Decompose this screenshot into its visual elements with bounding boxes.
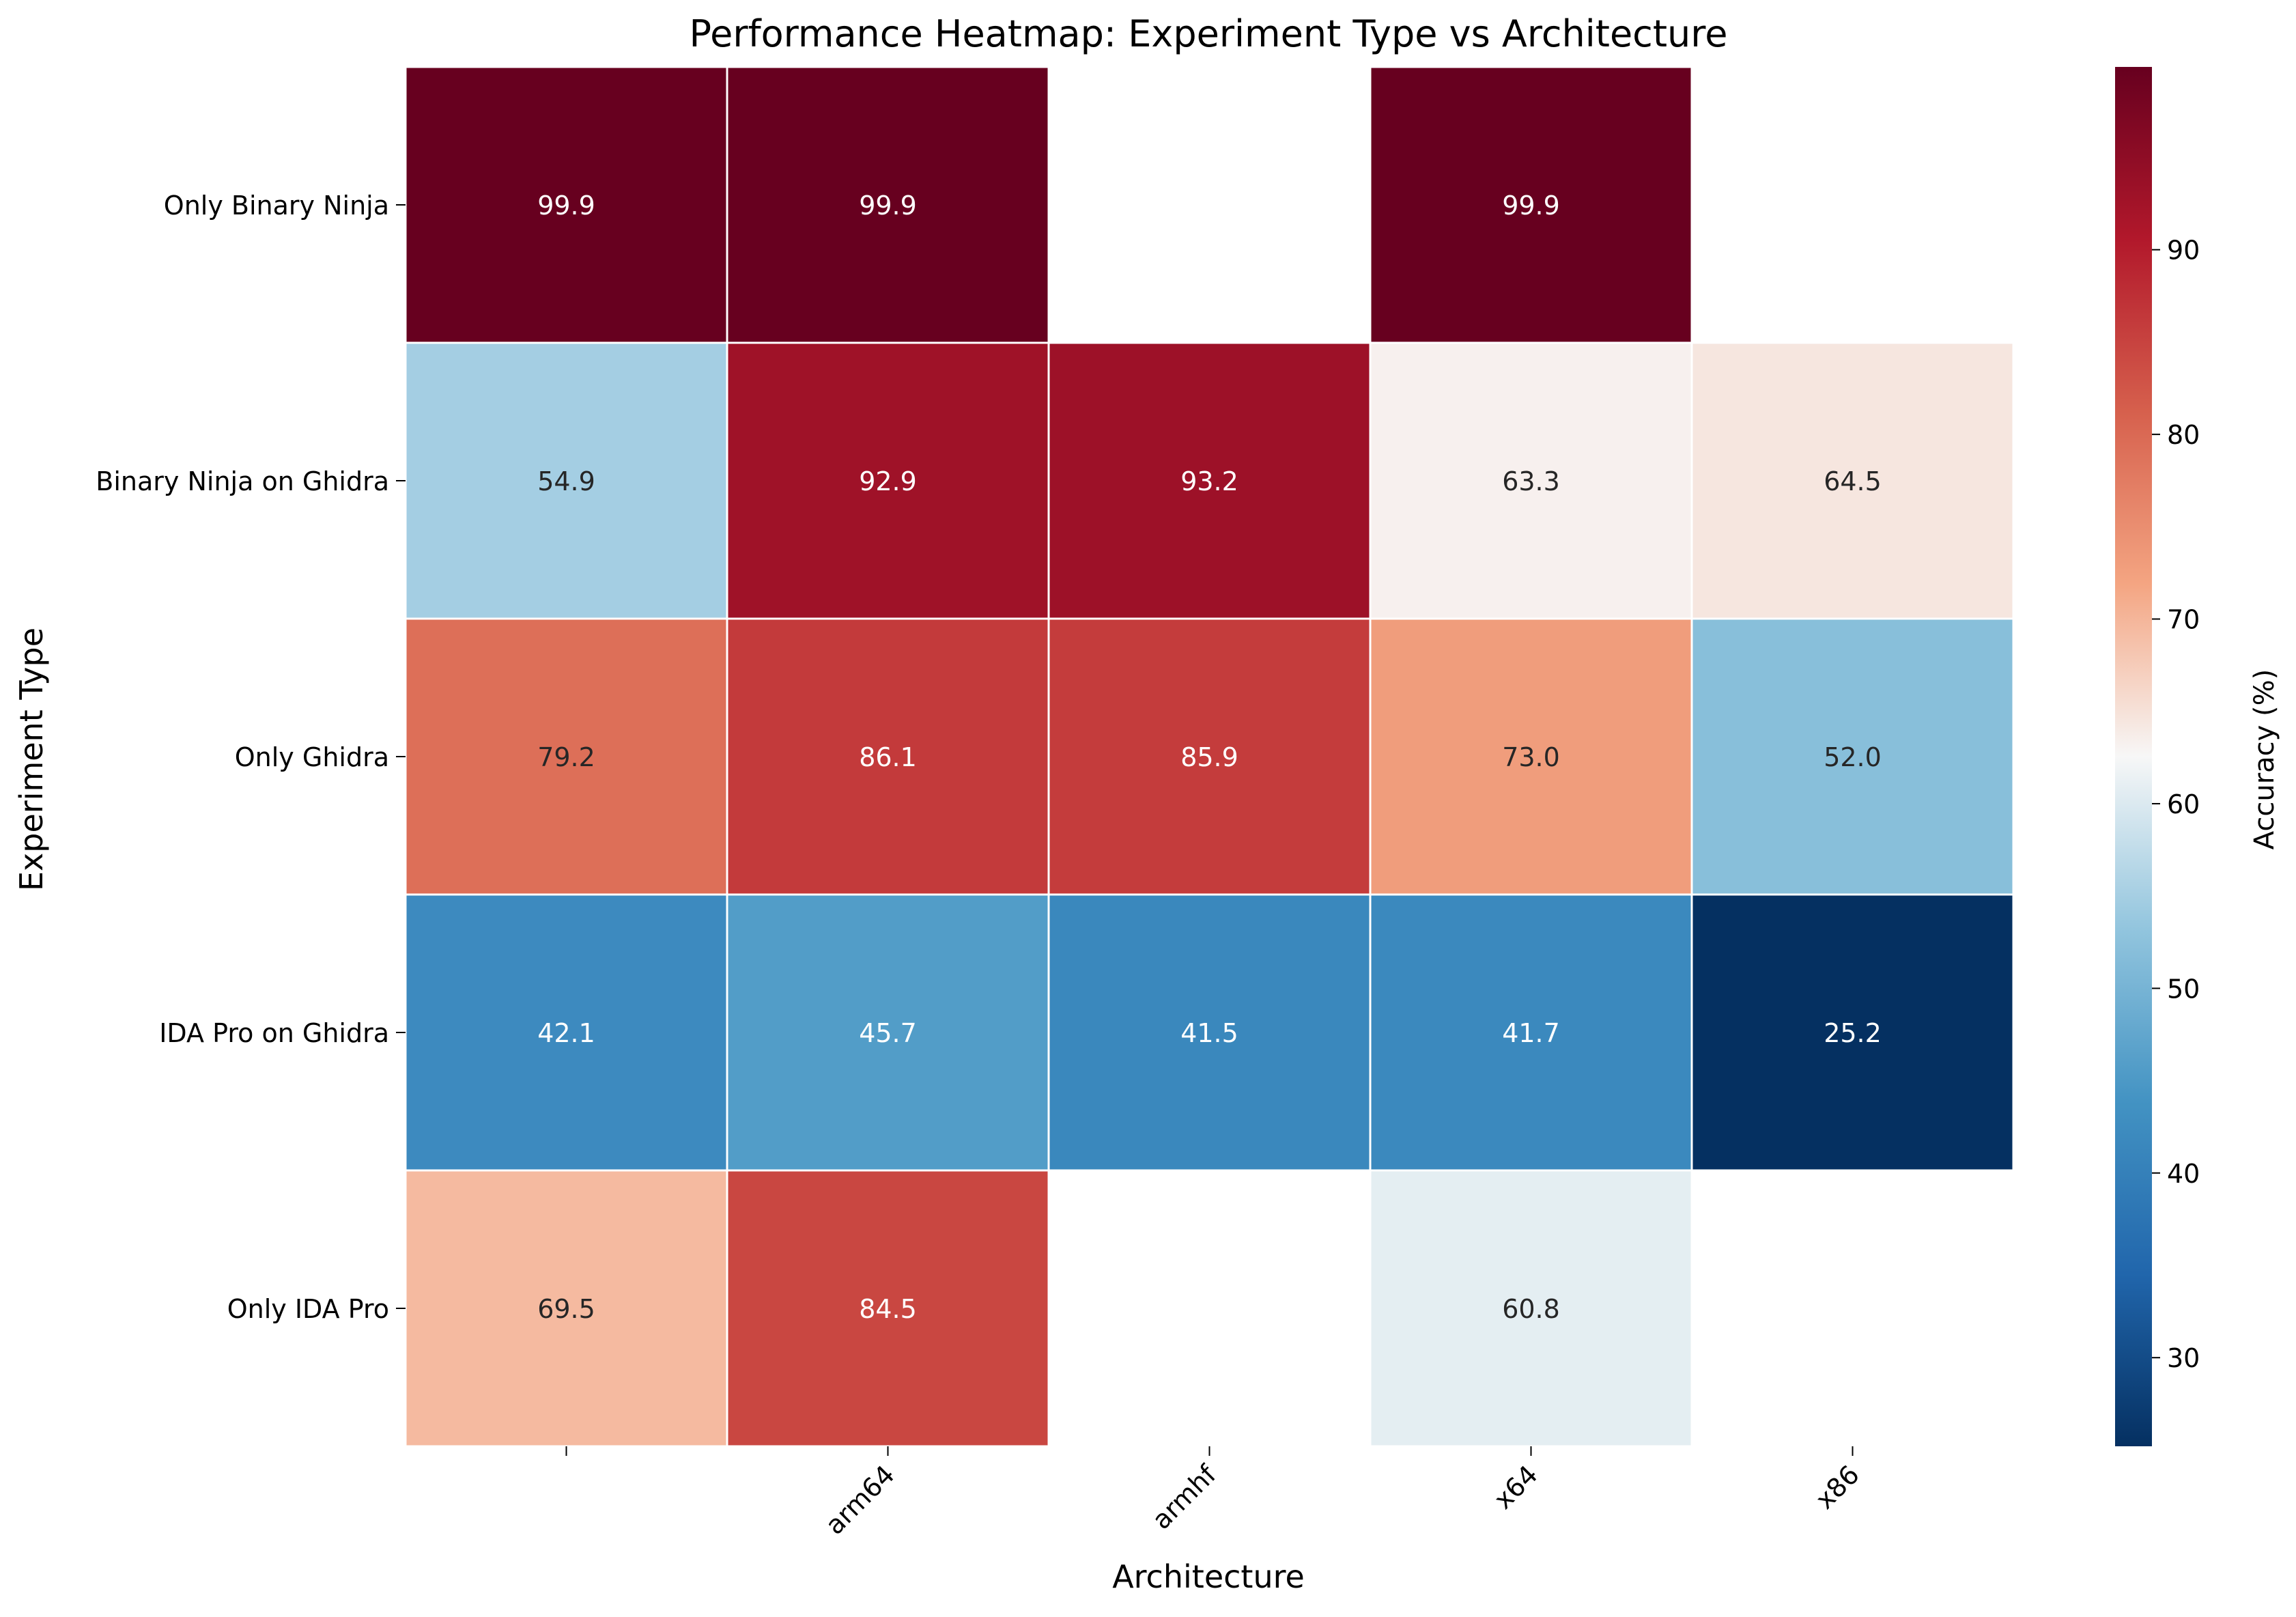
colorbar-tick-label: 60 — [2167, 789, 2200, 819]
x-tick-label: arm64 — [819, 1459, 901, 1541]
cell-value-label: 54.9 — [537, 466, 595, 496]
cell-value-label: 63.3 — [1502, 466, 1560, 496]
cell-value-label: 84.5 — [859, 1294, 917, 1324]
cell-value-label: 99.9 — [537, 191, 595, 221]
cell-value-label: 25.2 — [1824, 1018, 1882, 1048]
colorbar-tick-label: 70 — [2167, 605, 2200, 635]
heatmap-cell — [1369, 341, 1693, 620]
colorbar-tick-label: 50 — [2167, 974, 2200, 1004]
heatmap-cells — [404, 66, 2015, 1448]
x-axis: arm64 armhf x64 x86 — [565, 1446, 1865, 1541]
heatmap-cell — [404, 66, 728, 344]
colorbar-tick-label: 40 — [2167, 1159, 2200, 1189]
cell-value-label: 52.0 — [1824, 742, 1882, 772]
heatmap-cell — [1369, 617, 1693, 896]
heatmap-cell — [726, 1169, 1050, 1448]
cell-value-label: 93.2 — [1180, 466, 1238, 496]
x-tick-label: armhf — [1146, 1459, 1223, 1535]
cell-value-label: 86.1 — [859, 742, 917, 772]
colorbar-gradient — [2115, 67, 2152, 1446]
y-tick-label: Binary Ninja on Ghidra — [96, 466, 389, 496]
heatmap-cell — [1369, 893, 1693, 1172]
heatmap-cell — [1369, 1169, 1693, 1448]
heatmap-cell — [404, 893, 728, 1172]
chart-title: Performance Heatmap: Experiment Type vs … — [690, 12, 1728, 55]
colorbar-tick-label: 80 — [2167, 420, 2200, 450]
y-tick-label: Only Ghidra — [235, 742, 389, 772]
heatmap-cell — [1369, 66, 1693, 344]
cell-value-label: 64.5 — [1824, 466, 1882, 496]
cell-value-label: 79.2 — [537, 742, 595, 772]
heatmap-cell — [404, 1169, 728, 1448]
colorbar-tick-label: 90 — [2167, 236, 2200, 266]
colorbar: 30 40 50 60 70 80 90 — [2115, 67, 2200, 1446]
cell-value-label: 69.5 — [537, 1294, 595, 1324]
heatmap-cell — [1690, 617, 2015, 896]
cell-value-label: 45.7 — [859, 1018, 917, 1048]
cell-value-label: 42.1 — [537, 1018, 595, 1048]
y-tick-label: Only IDA Pro — [227, 1294, 389, 1324]
heatmap-cell — [1690, 341, 2015, 620]
heatmap-cell — [1047, 341, 1372, 620]
y-tick-label: Only Binary Ninja — [164, 191, 389, 221]
cell-value-label: 60.8 — [1502, 1294, 1560, 1324]
cell-value-label: 73.0 — [1502, 742, 1560, 772]
y-axis-label: Experiment Type — [13, 628, 50, 891]
heatmap-cell — [1690, 893, 2015, 1172]
x-tick-label: x64 — [1488, 1459, 1544, 1515]
heatmap-cell — [726, 341, 1050, 620]
cell-value-label: 85.9 — [1180, 742, 1238, 772]
heatmap-cell — [1047, 893, 1372, 1172]
y-axis: Only Binary Ninja Binary Ninja on Ghidra O… — [96, 191, 406, 1324]
cell-value-label: 99.9 — [1502, 191, 1560, 221]
x-axis-label: Architecture — [1112, 1558, 1305, 1595]
heatmap-cell-labels: 99.9 99.9 99.9 54.9 92.9 93.2 63.3 64.5 79.2 86.1… — [537, 191, 1882, 1324]
cell-value-label: 99.9 — [859, 191, 917, 221]
cell-value-label: 92.9 — [859, 466, 917, 496]
cell-value-label: 41.5 — [1180, 1018, 1238, 1048]
heatmap-cell — [404, 341, 728, 620]
colorbar-tick-label: 30 — [2167, 1343, 2200, 1373]
colorbar-label: Accuracy (%) — [2249, 669, 2280, 850]
heatmap-cell — [726, 893, 1050, 1172]
y-tick-label: IDA Pro on Ghidra — [159, 1018, 389, 1048]
x-tick-label: x86 — [1810, 1459, 1865, 1515]
cell-value-label: 41.7 — [1502, 1018, 1560, 1048]
heatmap-cell — [726, 66, 1050, 344]
heatmap-cell — [726, 617, 1050, 896]
